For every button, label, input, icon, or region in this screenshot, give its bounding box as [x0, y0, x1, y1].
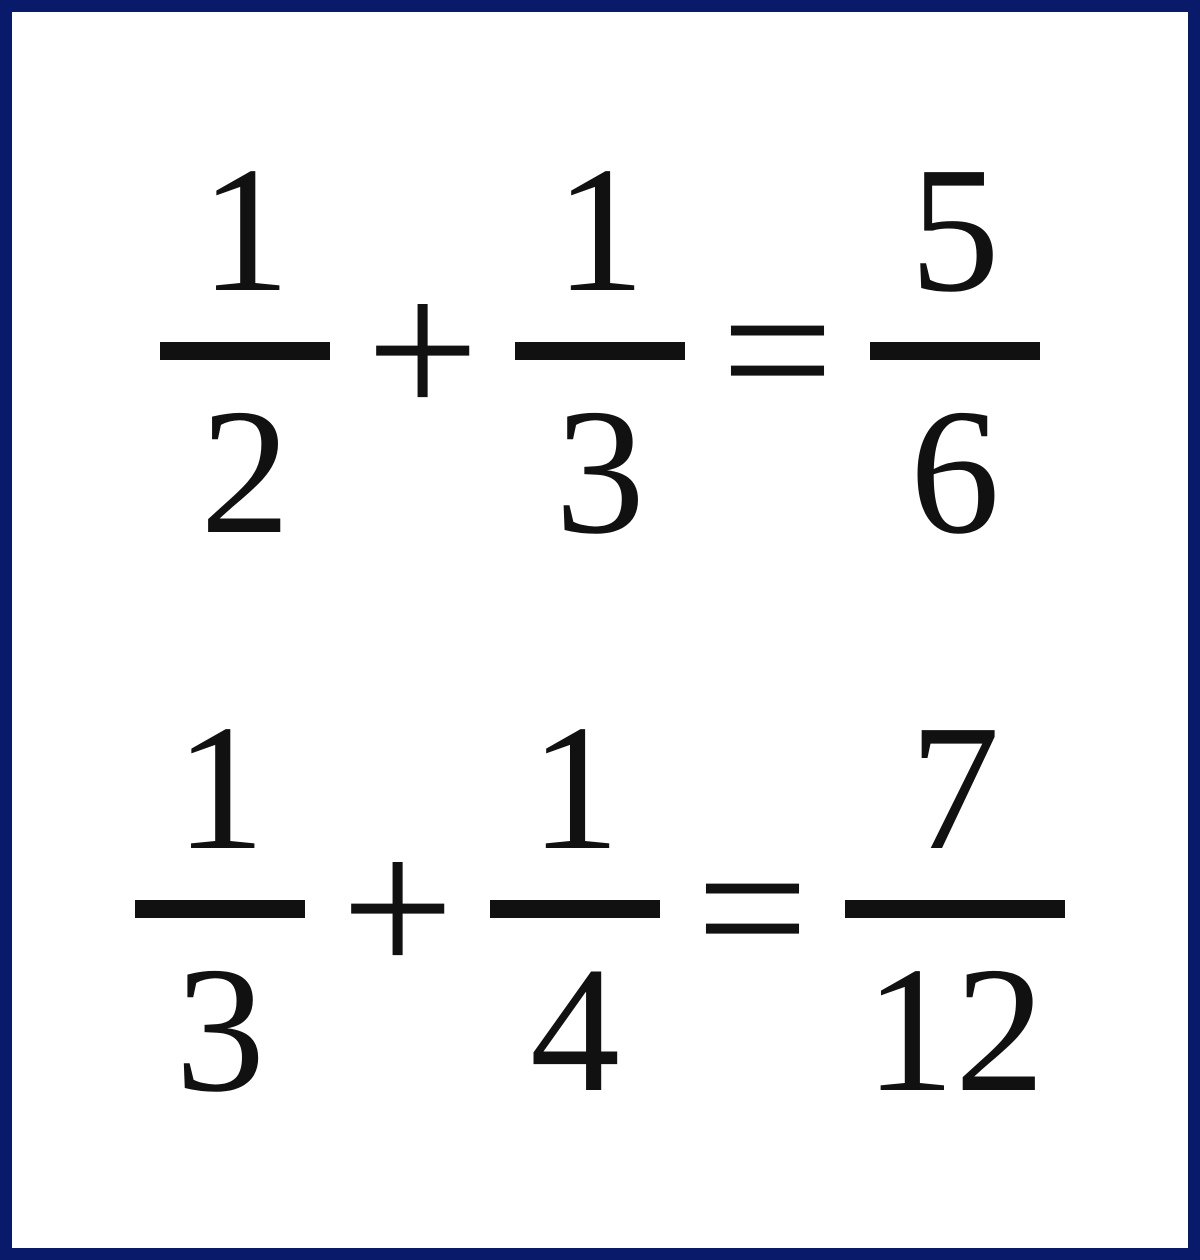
equation-1-right-numerator: 1 [535, 140, 665, 320]
fraction-bar [490, 900, 660, 918]
equation-2-left-numerator: 1 [155, 698, 285, 878]
equation-1-fraction-result: 5 6 [870, 140, 1040, 562]
equation-2-fraction-right: 1 4 [490, 698, 660, 1120]
equation-2-left-denominator: 3 [155, 940, 285, 1120]
fraction-bar [515, 342, 685, 360]
equation-1-fraction-left: 1 2 [160, 140, 330, 562]
equation-1-left-numerator: 1 [180, 140, 310, 320]
fraction-bar [870, 342, 1040, 360]
equation-2-result-numerator: 7 [845, 698, 1065, 878]
equation-1: 1 2 + 1 3 = 5 6 [52, 140, 1148, 562]
math-frame: 1 2 + 1 3 = 5 6 1 3 + 1 4 = 7 [0, 0, 1200, 1260]
fraction-bar [160, 342, 330, 360]
equation-2-right-numerator: 1 [510, 698, 640, 878]
equation-2-right-denominator: 4 [510, 940, 640, 1120]
equation-1-left-denominator: 2 [180, 382, 310, 562]
equation-2-result-denominator: 12 [845, 940, 1065, 1120]
fraction-bar [135, 900, 305, 918]
equation-2: 1 3 + 1 4 = 7 12 [52, 698, 1148, 1120]
equation-1-fraction-right: 1 3 [515, 140, 685, 562]
equation-1-right-denominator: 3 [535, 382, 665, 562]
equals-operator: = [696, 809, 809, 1009]
plus-operator: + [366, 251, 479, 451]
equation-1-result-numerator: 5 [890, 140, 1020, 320]
equation-1-result-denominator: 6 [890, 382, 1020, 562]
equation-2-fraction-left: 1 3 [135, 698, 305, 1120]
plus-operator: + [341, 809, 454, 1009]
equals-operator: = [721, 251, 834, 451]
fraction-bar [845, 900, 1065, 918]
equation-2-fraction-result: 7 12 [845, 698, 1065, 1120]
